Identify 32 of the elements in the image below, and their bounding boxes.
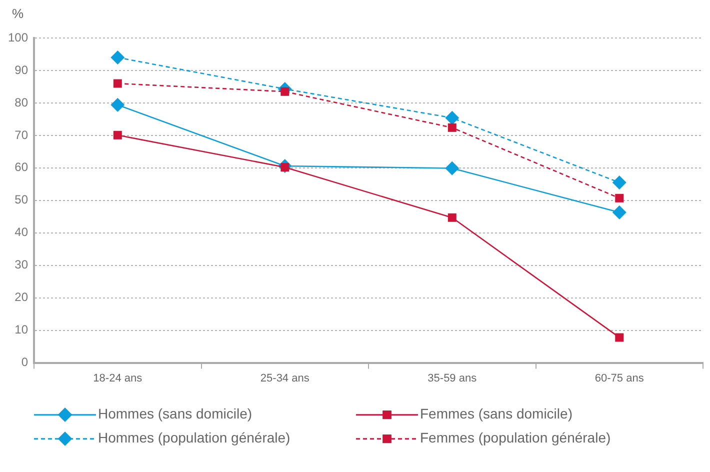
point bbox=[113, 79, 122, 88]
point bbox=[110, 98, 125, 112]
x-tick-label: 25-34 ans bbox=[260, 372, 310, 384]
y-tick-label: 30 bbox=[14, 258, 28, 272]
point bbox=[615, 194, 624, 202]
legend-label: Hommes (sans domicile) bbox=[98, 406, 252, 422]
point bbox=[110, 50, 125, 64]
point bbox=[448, 123, 456, 132]
y-tick-label: 10 bbox=[14, 322, 28, 337]
legend-label: Hommes (population générale) bbox=[98, 430, 290, 446]
y-axis-title: % bbox=[12, 6, 24, 22]
y-tick-label: 90 bbox=[14, 62, 28, 77]
point bbox=[445, 110, 460, 125]
y-tick-label: 60 bbox=[14, 160, 28, 174]
legend-label: Femmes (population générale) bbox=[420, 430, 611, 446]
y-tick-label: 20 bbox=[14, 290, 28, 304]
legend-label: Femmes (sans domicile) bbox=[420, 406, 572, 422]
point bbox=[612, 176, 626, 190]
y-tick-label: 0 bbox=[21, 355, 28, 370]
x-tick-label: 35-59 ans bbox=[428, 372, 478, 384]
point bbox=[615, 333, 624, 342]
point bbox=[445, 161, 460, 176]
y-tick-label: 100 bbox=[8, 30, 28, 44]
point bbox=[612, 205, 626, 220]
x-tick-label: 18-24 ans bbox=[93, 372, 143, 384]
y-tick-label: 40 bbox=[14, 225, 28, 240]
y-tick-label: 80 bbox=[14, 95, 28, 110]
point bbox=[113, 130, 122, 140]
y-tick-label: 70 bbox=[14, 128, 28, 142]
x-tick-label: 60-75 ans bbox=[594, 372, 644, 384]
point bbox=[448, 213, 456, 222]
y-tick-label: 50 bbox=[14, 192, 28, 207]
